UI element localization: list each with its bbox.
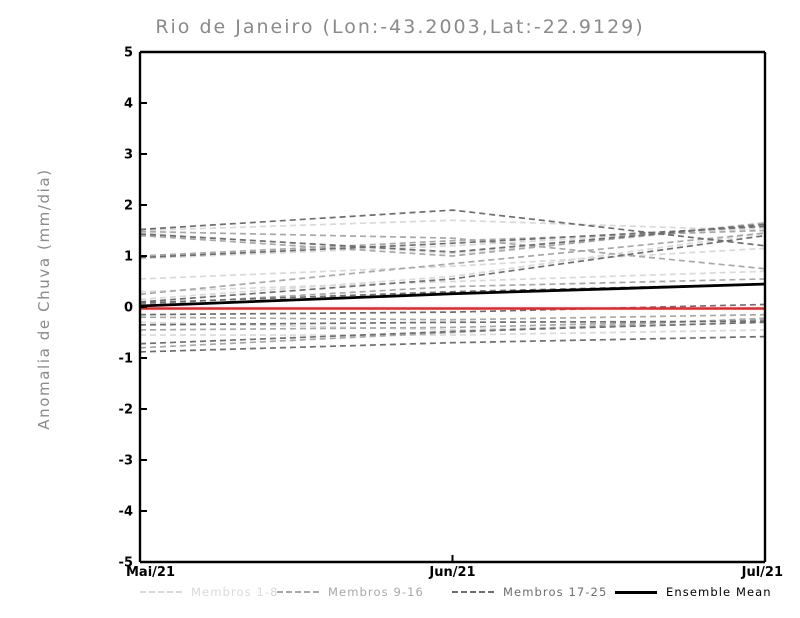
member-line-9 (139, 230, 766, 270)
member-line-14 (139, 313, 766, 321)
legend-label: Membros 1-8 (191, 585, 279, 599)
y-tick-label: -2 (119, 403, 133, 418)
legend-swatch-icon (140, 591, 182, 593)
y-tick-label: -4 (119, 505, 133, 520)
member-line-6 (139, 232, 766, 301)
member-line-19 (139, 225, 766, 259)
x-tick-label: Mai/21 (126, 565, 175, 580)
legend-entry-3: Membros 17-25 (452, 582, 607, 602)
legend-label: Membros 9-16 (328, 585, 424, 599)
legend-entry-1: Membros 1-8 (140, 582, 279, 602)
member-line-16 (139, 317, 766, 349)
y-tick-label: 4 (124, 97, 133, 112)
member-line-20 (139, 234, 766, 303)
member-line-24 (139, 321, 766, 345)
member-line-1 (139, 219, 766, 232)
x-axis-ticks: Mai/21 Jun/21 Jul/21 (126, 555, 783, 580)
member-line-5 (139, 270, 766, 293)
member-line-23 (139, 320, 766, 326)
member-line-18 (139, 223, 766, 253)
legend-entry-2: Membros 9-16 (277, 582, 424, 602)
y-axis-ticks: 5 4 3 2 1 0 -1 -2 -3 -4 -5 (119, 46, 147, 571)
legend-swatch-icon (277, 591, 319, 593)
member-line-4 (139, 247, 766, 280)
legend-swatch-icon (452, 591, 494, 593)
legend-swatch-icon (615, 590, 657, 594)
legend-label: Membros 17-25 (503, 585, 608, 599)
y-tick-label: 5 (124, 46, 133, 61)
member-line-12 (139, 232, 766, 296)
member-line-22 (139, 303, 766, 316)
member-line-8 (140, 329, 766, 336)
x-tick-label: Jul/21 (741, 565, 783, 580)
ensemble-mean-path (139, 282, 766, 308)
legend-label: Ensemble Mean (666, 585, 772, 599)
page-title: Rio de Janeiro (Lon:-43.2003,Lat:-22.912… (155, 16, 645, 38)
member-line-25 (139, 335, 766, 353)
y-tick-label: -1 (119, 352, 133, 367)
y-tick-label: 0 (124, 301, 133, 316)
x-tick-label: Jun/21 (428, 565, 475, 580)
y-tick-label: -5 (119, 556, 133, 571)
chart-legend: Membros 1-8 Membros 9-16 Membros 17-25 Ense… (0, 582, 800, 608)
y-tick-label: 1 (124, 250, 133, 265)
y-tick-label: 2 (124, 199, 133, 214)
series-lines (139, 209, 766, 353)
legend-entry-4: Ensemble Mean (615, 582, 772, 602)
y-tick-label: -3 (119, 454, 133, 469)
y-tick-label: 3 (124, 148, 133, 163)
ensemble-mean-line (139, 282, 766, 308)
